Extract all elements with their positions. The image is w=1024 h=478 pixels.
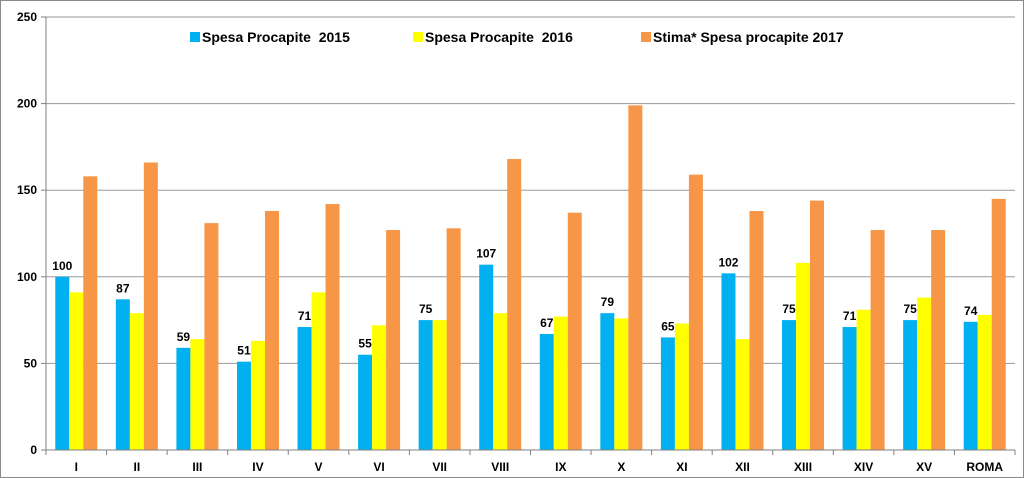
bars xyxy=(55,105,1006,451)
bar xyxy=(264,210,279,450)
x-tick-label: XV xyxy=(916,460,932,474)
y-tick-label: 0 xyxy=(30,443,37,457)
bar xyxy=(614,318,629,450)
legend-label: Spesa Procapite 2015 xyxy=(202,29,350,45)
x-tick-label: XIV xyxy=(854,460,873,474)
bar xyxy=(553,316,568,450)
data-label: 75 xyxy=(419,302,433,316)
x-tick-label: VII xyxy=(432,460,447,474)
legend-swatch xyxy=(641,32,651,42)
x-tick-label: X xyxy=(617,460,625,474)
x-tick-label: XII xyxy=(735,460,750,474)
bar xyxy=(856,309,871,450)
legend-swatch xyxy=(413,32,423,42)
bar xyxy=(83,176,98,450)
x-tick-label: I xyxy=(75,460,78,474)
x-tick-label: III xyxy=(192,460,202,474)
bar xyxy=(204,223,219,450)
bar xyxy=(749,210,764,450)
bar xyxy=(628,105,643,450)
bar xyxy=(55,276,70,450)
data-label: 71 xyxy=(298,309,312,323)
bar xyxy=(493,313,508,450)
data-label: 55 xyxy=(358,337,372,351)
bar xyxy=(479,264,494,450)
y-tick-label: 250 xyxy=(17,10,37,24)
bar xyxy=(358,354,373,450)
x-tick-label: IX xyxy=(555,460,566,474)
bar xyxy=(977,314,992,450)
data-label: 79 xyxy=(601,295,615,309)
y-tick-label: 50 xyxy=(24,356,38,370)
data-label: 71 xyxy=(843,309,857,323)
data-label: 102 xyxy=(718,255,738,269)
y-tick-label: 200 xyxy=(17,97,37,111)
data-label: 100 xyxy=(52,259,72,273)
x-tick-label: VI xyxy=(373,460,384,474)
bar xyxy=(674,323,689,450)
bar xyxy=(386,230,401,450)
bar xyxy=(963,321,978,450)
x-tick-label: V xyxy=(315,460,323,474)
bar xyxy=(600,313,615,450)
bar xyxy=(190,339,205,450)
legend-label: Stima* Spesa procapite 2017 xyxy=(653,29,844,45)
data-labels: 100 87 59 51 71 55 75 107 67 79 65 102 75 71 75 74 xyxy=(52,247,977,358)
bar xyxy=(870,230,885,450)
bar xyxy=(931,230,946,450)
legend: Spesa Procapite 2015 Spesa Procapite 2016… xyxy=(190,29,844,45)
bar xyxy=(236,361,251,450)
data-label: 75 xyxy=(903,302,917,316)
bar xyxy=(796,262,811,450)
bar xyxy=(721,273,736,450)
x-tick-label: II xyxy=(134,460,141,474)
x-tick-label: XI xyxy=(676,460,687,474)
data-label: 65 xyxy=(661,319,675,333)
bar xyxy=(297,327,312,450)
y-tick-label: 100 xyxy=(17,270,37,284)
legend-label: Spesa Procapite 2016 xyxy=(425,29,573,45)
bar xyxy=(810,200,825,450)
data-label: 75 xyxy=(782,302,796,316)
bar xyxy=(842,327,857,450)
bar xyxy=(660,337,675,450)
bar xyxy=(176,347,191,450)
bar xyxy=(143,162,158,450)
x-tick-label: VIII xyxy=(491,460,509,474)
x-tick-label: ROMA xyxy=(966,460,1003,474)
bar xyxy=(539,333,554,450)
bar xyxy=(129,313,144,450)
bar xyxy=(782,320,797,450)
bar xyxy=(69,292,84,450)
bar xyxy=(917,297,932,450)
bar xyxy=(311,292,326,450)
bar xyxy=(991,198,1006,450)
bar xyxy=(250,340,265,450)
data-label: 59 xyxy=(177,330,191,344)
data-label: 74 xyxy=(964,304,978,318)
bar xyxy=(325,204,340,450)
data-label: 51 xyxy=(237,344,251,358)
x-tick-label: IV xyxy=(252,460,263,474)
bar xyxy=(735,339,750,450)
bar xyxy=(446,228,461,450)
bar xyxy=(507,159,522,451)
data-label: 87 xyxy=(116,281,130,295)
y-tick-label: 150 xyxy=(17,183,37,197)
data-label: 107 xyxy=(476,247,496,261)
bar xyxy=(903,320,918,450)
data-label: 67 xyxy=(540,316,554,330)
legend-swatch xyxy=(190,32,200,42)
bar xyxy=(567,212,582,450)
bar xyxy=(432,320,447,450)
bar xyxy=(688,174,703,450)
bar xyxy=(115,299,130,450)
x-tick-label: XIII xyxy=(794,460,812,474)
bar xyxy=(372,325,387,450)
bar xyxy=(418,320,433,450)
